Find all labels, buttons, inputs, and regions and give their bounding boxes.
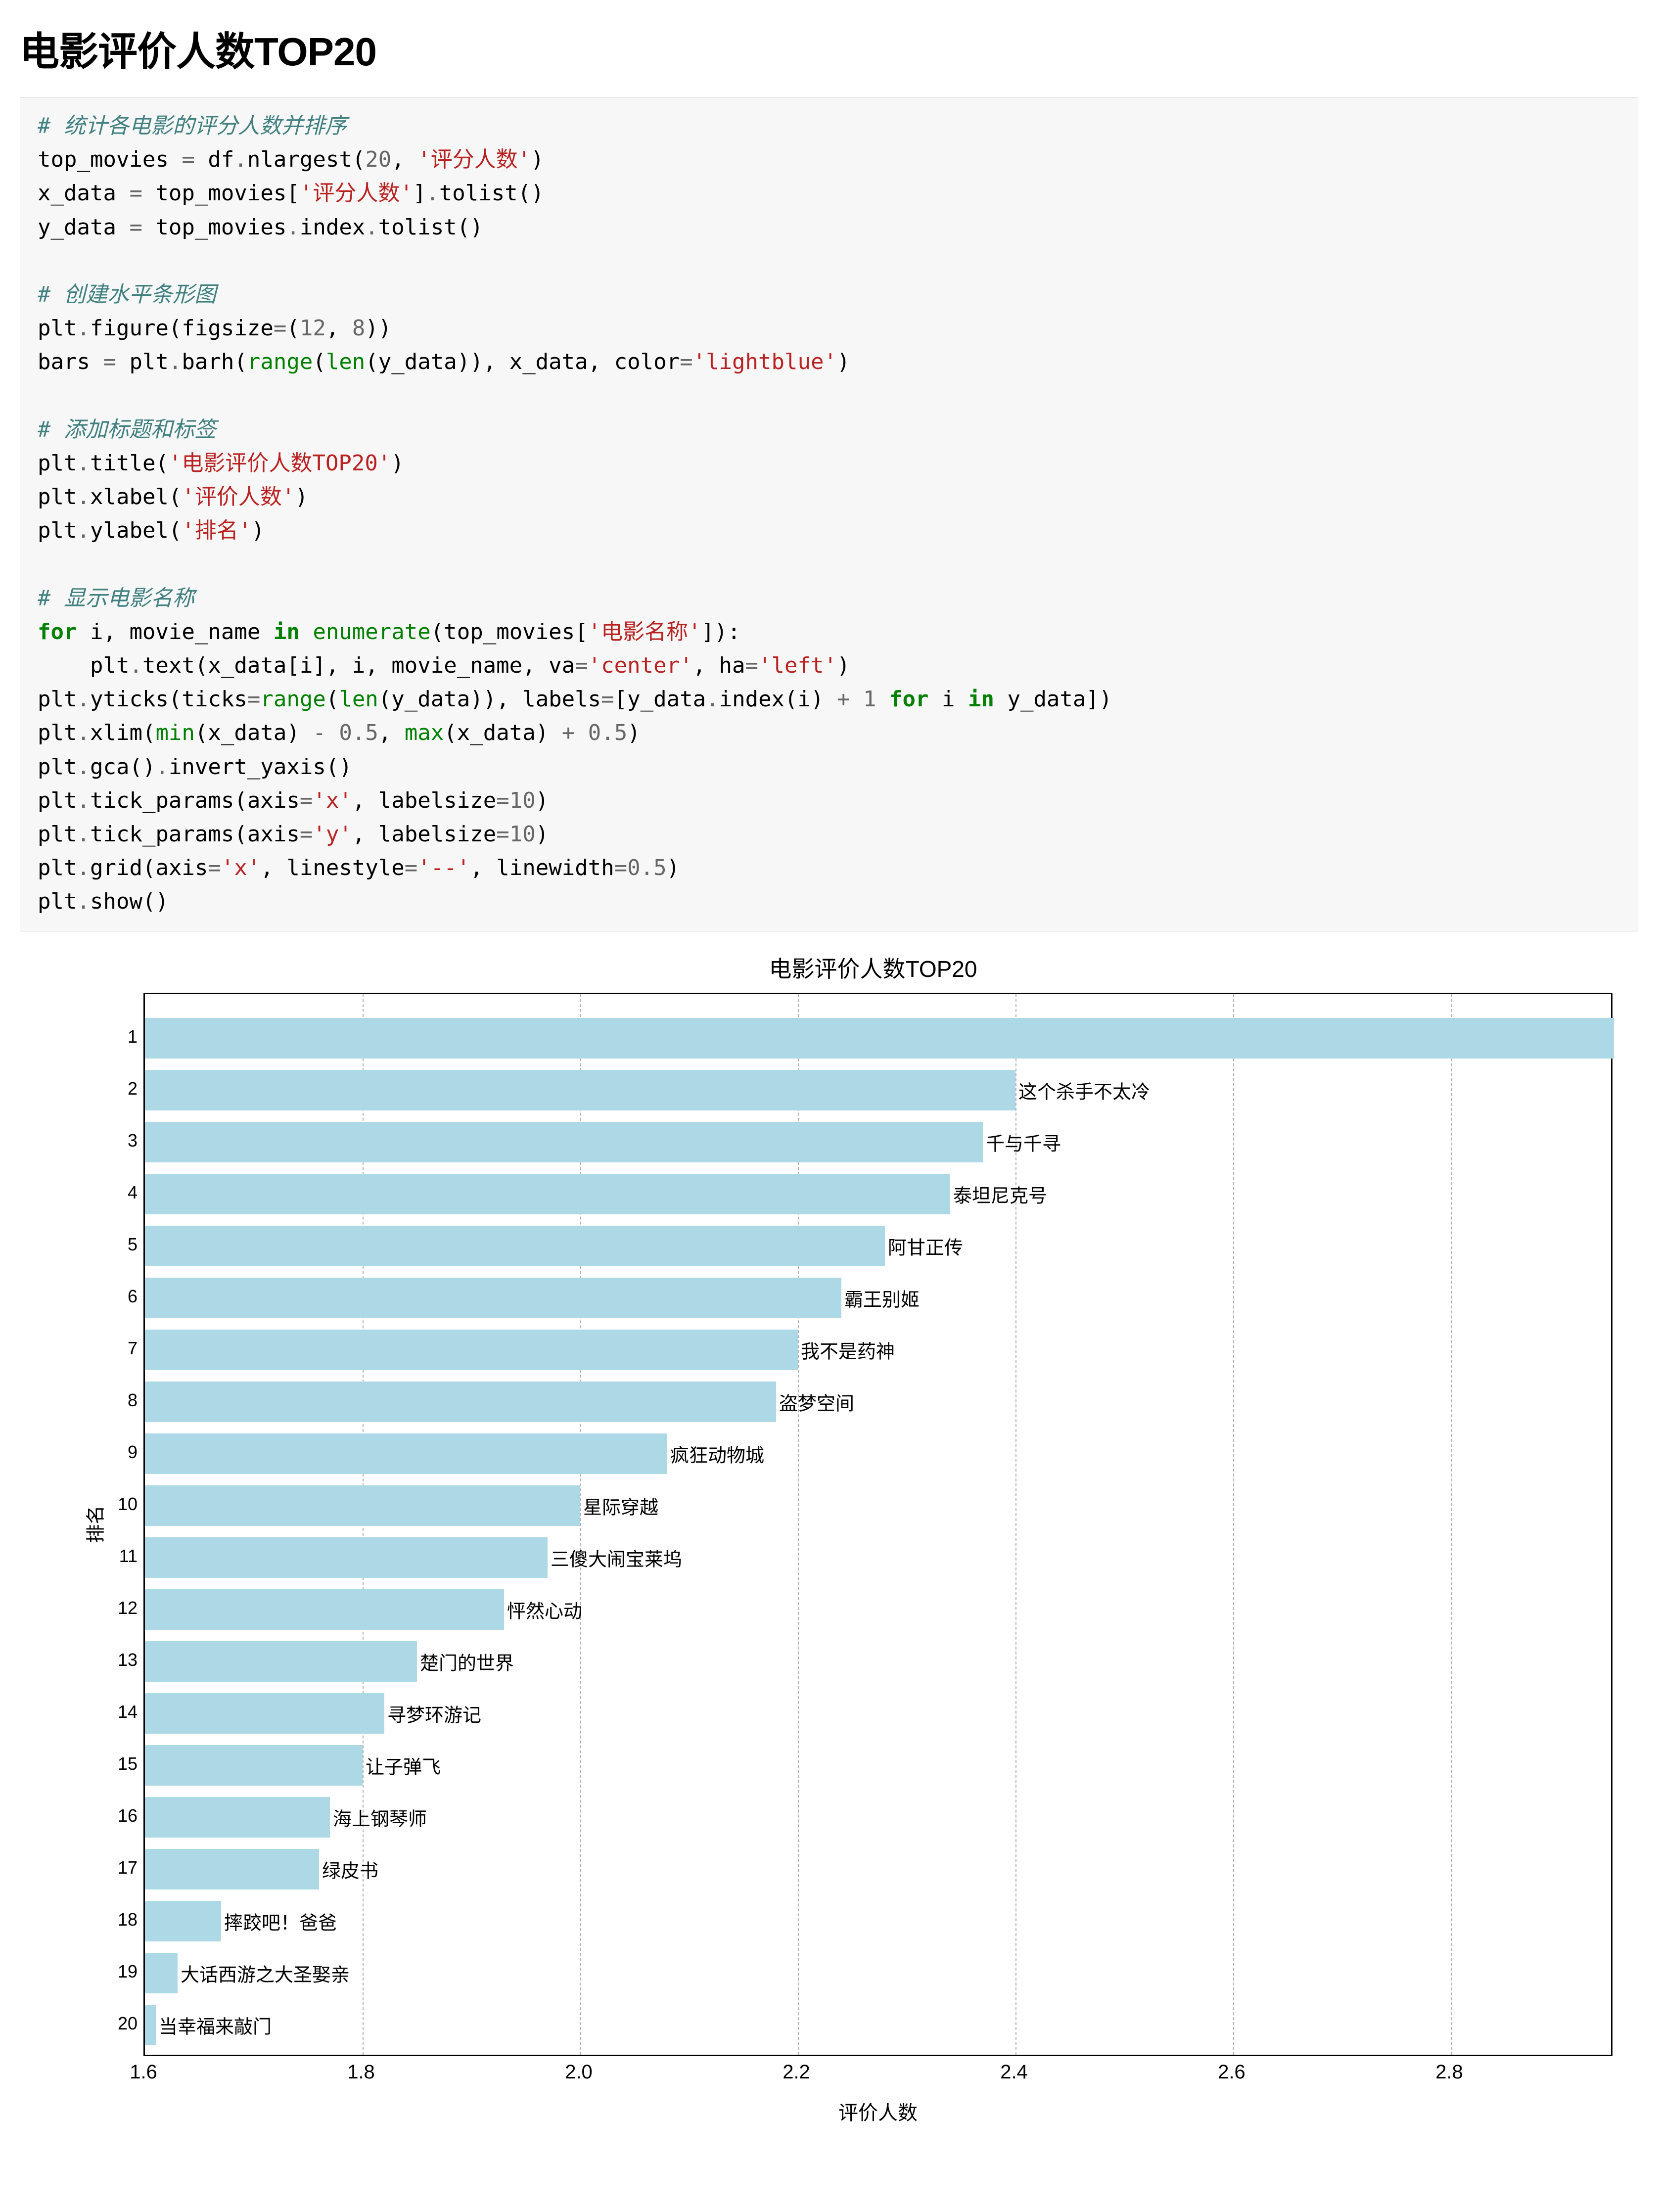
chart-bar [145, 1641, 417, 1682]
chart-xtick: 1.8 [347, 2061, 375, 2083]
chart-ytick: 12 [118, 1598, 138, 1618]
chart-bar [145, 1537, 548, 1578]
chart-bar [145, 1070, 1015, 1110]
chart-bar [145, 1797, 330, 1838]
code-comment: # 创建水平条形图 [38, 282, 216, 307]
chart-ytick: 13 [118, 1650, 138, 1670]
chart-ytick: 16 [118, 1805, 138, 1826]
chart-ytick: 19 [118, 1961, 138, 1982]
chart-bar [145, 1382, 776, 1422]
chart-bar [145, 1018, 1614, 1059]
chart-xtick: 1.6 [130, 2061, 157, 2083]
code-cell: # 统计各电影的评分人数并排序 top_movies = df.nlargest… [20, 97, 1638, 931]
chart-yticks: 1234567891011121314151617181920 [109, 993, 143, 2056]
chart-bar-label: 摔跤吧！爸爸 [224, 1907, 337, 1935]
chart-xtick: 2.2 [783, 2061, 810, 2083]
chart-bar [145, 1589, 504, 1630]
chart-bar [145, 2005, 156, 2045]
chart-bar-label: 盗梦空间 [779, 1388, 854, 1415]
chart-bar-label: 当幸福来敲门 [159, 2011, 272, 2038]
chart-bar [145, 1330, 798, 1370]
chart-bar-label: 霸王别姬 [844, 1284, 920, 1311]
chart-bar-label: 绿皮书 [322, 1855, 378, 1883]
chart-bar-label: 这个杀手不太冷 [1018, 1076, 1150, 1104]
chart-bar [145, 1278, 841, 1318]
chart-bar-label: 泰坦尼克号 [953, 1180, 1047, 1207]
chart-ytick: 6 [128, 1286, 138, 1307]
chart-ylabel: 排名 [81, 1505, 108, 1543]
chart-ytick: 1 [128, 1026, 138, 1047]
chart-ytick: 4 [128, 1182, 138, 1203]
chart-bar [145, 1226, 885, 1266]
chart-gridline [1233, 994, 1234, 2055]
chart-bar-label: 寻梦环游记 [387, 1700, 481, 1727]
chart-xtick: 2.8 [1435, 2061, 1463, 2083]
chart-bar-label: 让子弹飞 [366, 1751, 441, 1779]
chart-bar-label: 海上钢琴师 [333, 1803, 427, 1831]
chart-bar [145, 1901, 221, 1941]
chart-gridline [1451, 994, 1452, 2055]
chart-bar-label: 疯狂动物城 [670, 1440, 764, 1467]
chart-bar-label: 我不是药神 [801, 1336, 895, 1363]
chart-xtick: 2.6 [1218, 2061, 1245, 2083]
chart-xtick: 2.4 [1000, 2061, 1028, 2083]
chart-xtick: 2.0 [565, 2061, 593, 2083]
chart-bar-label: 楚门的世界 [420, 1648, 514, 1675]
chart-bar [145, 1174, 950, 1214]
chart-bar [145, 1122, 983, 1162]
chart-title: 电影评价人数TOP20 [79, 951, 1612, 984]
chart-ytick: 20 [118, 2013, 138, 2034]
chart-ytick: 14 [118, 1702, 138, 1722]
chart-ytick: 15 [118, 1753, 138, 1774]
chart-ytick: 2 [128, 1078, 138, 1099]
chart-bar [145, 1745, 363, 1786]
chart-ytick: 5 [128, 1234, 138, 1255]
chart-bar [145, 1693, 384, 1734]
chart-ytick: 3 [128, 1130, 138, 1151]
chart-bar-label: 千与千寻 [986, 1128, 1061, 1155]
chart-bar-label: 大话西游之大圣娶亲 [181, 1959, 350, 1986]
chart-output: 电影评价人数TOP20 排名 1234567891011121314151617… [79, 951, 1612, 2125]
chart-plot-area: 这个杀手不太冷千与千寻泰坦尼克号阿甘正传霸王别姬我不是药神盗梦空间疯狂动物城星际… [143, 993, 1612, 2056]
chart-bar [145, 1953, 178, 1993]
chart-ytick: 9 [128, 1442, 138, 1463]
code-comment: # 添加标题和标签 [38, 417, 216, 442]
code-comment: # 显示电影名称 [38, 586, 194, 611]
chart-bar-label: 三傻大闹宝莱坞 [551, 1544, 682, 1571]
chart-bar [145, 1485, 580, 1526]
chart-bar-label: 星际穿越 [583, 1492, 658, 1519]
chart-ytick: 11 [119, 1546, 138, 1567]
chart-bar [145, 1849, 319, 1889]
chart-ytick: 7 [128, 1338, 138, 1359]
chart-ytick: 17 [118, 1857, 138, 1878]
chart-ytick: 10 [118, 1494, 138, 1515]
page-title: 电影评价人数TOP20 [20, 20, 1638, 77]
chart-xlabel: 评价人数 [79, 2097, 1612, 2125]
chart-bar-label: 阿甘正传 [888, 1232, 963, 1259]
chart-ytick: 18 [118, 1909, 138, 1930]
chart-bar [145, 1433, 667, 1474]
chart-xticks: 1.61.82.02.22.42.62.8 [143, 2056, 1612, 2091]
code-comment: # 统计各电影的评分人数并排序 [38, 113, 347, 138]
chart-bar-label: 怦然心动 [507, 1596, 582, 1623]
chart-ytick: 8 [128, 1390, 138, 1411]
